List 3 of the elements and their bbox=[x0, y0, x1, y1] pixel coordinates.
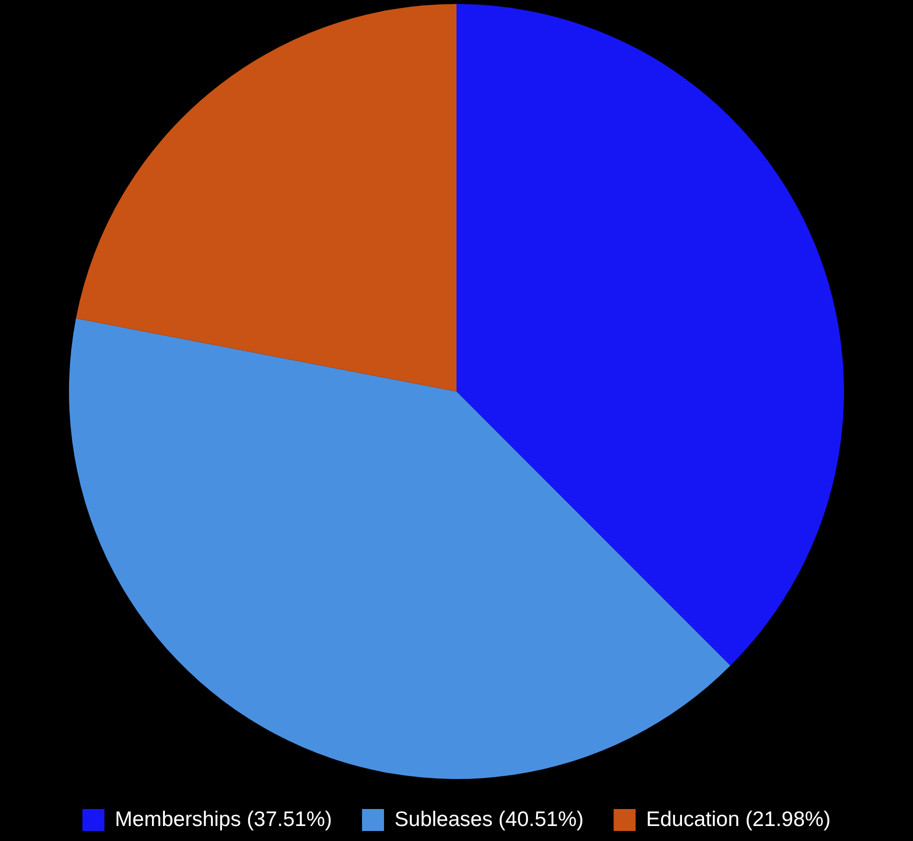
legend-label: Subleases (40.51%) bbox=[394, 808, 584, 831]
legend-label: Memberships (37.51%) bbox=[114, 808, 332, 831]
legend-label: Education (21.98%) bbox=[646, 808, 831, 831]
